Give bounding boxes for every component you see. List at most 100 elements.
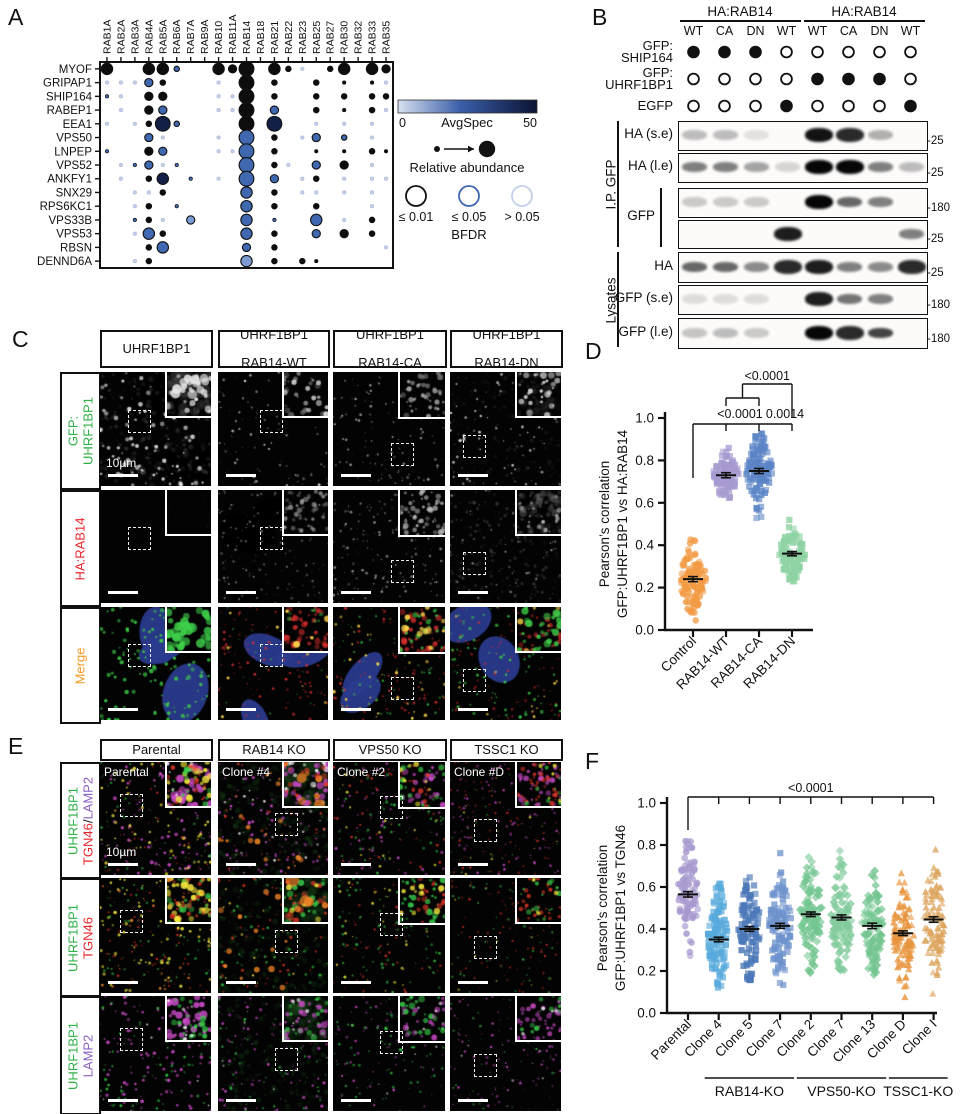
construct-label: EGFP xyxy=(638,98,673,113)
y-tick-label: 0.6 xyxy=(637,880,656,895)
y-tick-label: RBSN xyxy=(60,242,92,254)
lane-label: WT xyxy=(807,24,828,38)
micrograph-image xyxy=(218,372,328,486)
channel-label: TGN46 xyxy=(79,916,95,959)
inset-magnified-view xyxy=(398,372,445,419)
scale-bar xyxy=(226,473,256,477)
clone-annotation: Parental xyxy=(104,765,149,779)
gfp-bracket-label: GFP xyxy=(627,208,655,223)
blot-strip xyxy=(678,285,928,315)
x-tick-label: RAB3A xyxy=(129,20,141,54)
ip-gfp-bracket-line xyxy=(617,121,619,247)
coip-western-blot-panel: HA:RAB14 HA:RAB14 WT CA DN WT WT CA DN WT GFP: SHIP… xyxy=(585,0,961,360)
scale-bar xyxy=(458,1098,488,1102)
scale-bar xyxy=(226,1098,256,1102)
blot-band xyxy=(868,197,893,207)
y-tick-label: LNPEP xyxy=(54,146,92,158)
row-label-box: HA:RAB14 xyxy=(60,490,101,607)
x-tick-label: RAB23 xyxy=(297,21,309,54)
roi-dashed-box xyxy=(120,910,143,933)
header-underline xyxy=(803,20,925,22)
micrograph-image xyxy=(218,490,328,603)
blot-band xyxy=(804,128,833,142)
blot-band xyxy=(899,228,924,239)
blot-band xyxy=(682,197,707,207)
lane-label: DN xyxy=(746,24,765,38)
blot-band xyxy=(713,294,738,304)
header-underline xyxy=(679,20,801,22)
scale-bar xyxy=(341,1098,371,1102)
inset-magnified-view xyxy=(282,607,328,653)
significance-brackets: <0.0001 0.0014<0.0001 xyxy=(692,369,804,478)
genotype-groups: RAB14-KO VPS50-KO TSSC1-KO xyxy=(704,1077,953,1099)
column-header: Parental xyxy=(100,739,213,761)
micrograph-image xyxy=(333,372,445,486)
channel-label: LAMP2 xyxy=(79,1034,95,1077)
inset-magnified-view xyxy=(165,762,211,808)
y-tick-label: 1.0 xyxy=(637,796,656,811)
scale-bar xyxy=(226,590,256,594)
inset-magnified-view xyxy=(515,996,561,1042)
blot-band xyxy=(868,294,893,304)
inset-magnified-view xyxy=(165,372,211,418)
micrograph-image xyxy=(333,490,445,603)
inset-canvas xyxy=(167,878,211,922)
blot-band xyxy=(868,327,893,338)
micrograph-image: 10µm xyxy=(100,372,211,486)
row-label-box-text: HA:RAB14 xyxy=(72,517,88,580)
micrograph-image xyxy=(100,607,211,720)
x-tick-label: RAB7A xyxy=(185,20,197,54)
bfdr-class-label: ≤ 0.01 xyxy=(399,210,434,224)
y-tick-label: RABEP1 xyxy=(47,105,92,117)
blot-band xyxy=(682,162,707,172)
y-tick-label: VPS52 xyxy=(56,160,92,172)
row-label-box-text: GFP: UHRF1BP1 xyxy=(65,397,95,465)
open-dot-icon xyxy=(842,99,855,113)
scale-bar xyxy=(341,590,371,594)
mw-marker: -180 xyxy=(927,202,951,214)
ha-rab14-header: HA:RAB14 xyxy=(831,4,897,19)
inset-canvas xyxy=(517,996,561,1040)
bfdr-circle xyxy=(458,185,480,207)
panel-label-a: A xyxy=(8,4,24,30)
mean-sem-errorbar xyxy=(782,550,802,557)
scale-bar xyxy=(108,980,138,984)
roi-dashed-box xyxy=(463,435,486,458)
construct-label: UHRF1BP1 xyxy=(605,77,673,92)
micrograph-image xyxy=(450,372,561,486)
svg-text:Pearson’s correlation: Pearson’s correlation xyxy=(595,845,610,972)
x-tick-label: RAB9A xyxy=(199,20,211,54)
dotplot-points xyxy=(100,60,391,268)
roi-dashed-box xyxy=(391,443,414,466)
mw-marker: -25 xyxy=(927,267,944,279)
column-header: TSSC1 KO xyxy=(450,739,563,761)
scale-bar xyxy=(108,862,138,866)
open-dot-icon xyxy=(904,45,917,59)
open-dot-icon xyxy=(780,72,793,86)
blot-band xyxy=(682,261,707,272)
blot-band xyxy=(897,259,926,274)
channel-label: UHRF1BP1 xyxy=(64,1021,80,1090)
open-dot-icon xyxy=(718,99,731,113)
y-tick-label: 0.8 xyxy=(635,453,654,468)
group-label: VPS50-KO xyxy=(807,1083,876,1099)
inset-canvas xyxy=(400,996,445,1041)
scale-text: 10µm xyxy=(106,456,137,470)
row-label-box-text: UHRF1BP1 TGN46 xyxy=(65,904,95,972)
scale-bar xyxy=(108,707,138,711)
scale-bar xyxy=(108,590,138,594)
y-tick-label: 0.2 xyxy=(635,580,654,595)
channel-label: UHRF1BP1 xyxy=(64,786,80,855)
dotplot-axes: RAB1A RAB2A RAB3A RAB4A RAB5A RAB6A RAB7A RAB9A… xyxy=(37,15,394,269)
y-tick-label: VPS50 xyxy=(56,133,92,145)
clone-annotation: Clone #D xyxy=(454,765,505,779)
y-tick-label: 1.0 xyxy=(635,411,654,426)
column-header: VPS50 KO xyxy=(333,739,447,761)
blot-band xyxy=(682,294,707,304)
roi-dashed-box xyxy=(380,1031,403,1054)
svg-text:GFP:UHRF1BP1 vs HA:RAB14: GFP:UHRF1BP1 vs HA:RAB14 xyxy=(615,429,630,618)
blot-band xyxy=(773,259,802,274)
blot-strip xyxy=(678,153,928,183)
scale-bar xyxy=(226,707,256,711)
